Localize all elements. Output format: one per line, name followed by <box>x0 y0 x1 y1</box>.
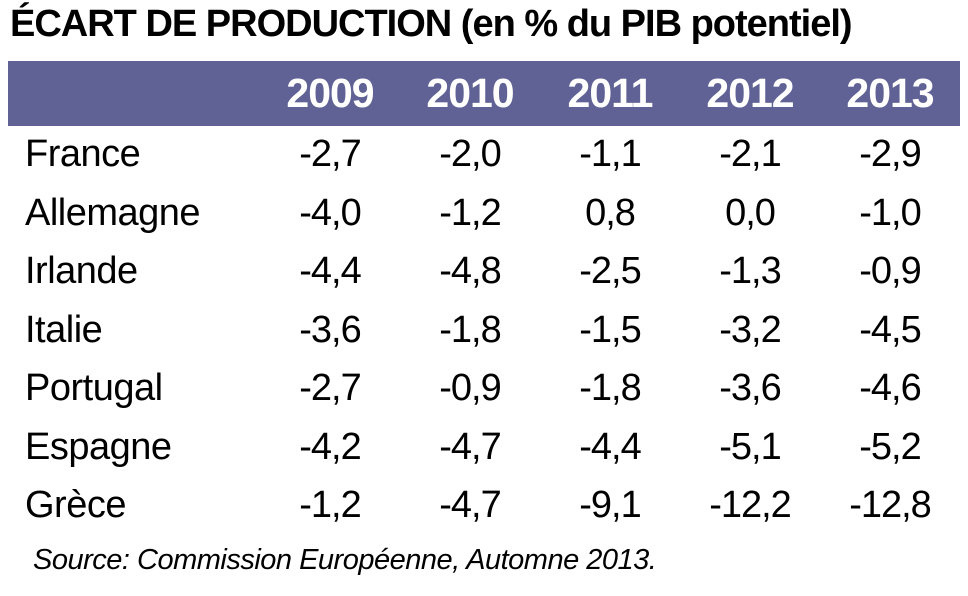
page-title: ÉCART DE PRODUCTION (en % du PIB potenti… <box>10 3 853 45</box>
cell-value: -3,6 <box>719 367 781 410</box>
cell-value: -4,7 <box>439 484 501 527</box>
cell-value: 0,8 <box>585 191 636 234</box>
cell-value: -0,9 <box>439 367 501 410</box>
cell-value: -1,8 <box>579 367 641 410</box>
cell-value: -4,8 <box>439 250 501 293</box>
cell-value: -2,1 <box>719 133 781 176</box>
country-label: Espagne <box>25 425 172 468</box>
table-row-portugal: Portugal -2,7 -0,9 -1,8 -3,6 -4,6 <box>8 360 960 419</box>
cell-value: -1,8 <box>439 308 501 351</box>
cell-value: -12,8 <box>849 484 932 527</box>
cell-value: -2,0 <box>439 133 501 176</box>
cell-value: -2,5 <box>579 250 641 293</box>
cell-value: -4,7 <box>439 425 501 468</box>
cell-value: -1,2 <box>439 191 501 234</box>
cell-value: -9,1 <box>579 484 641 527</box>
table-row-france: France -2,7 -2,0 -1,1 -2,1 -2,9 <box>8 126 960 185</box>
table-row-irlande: Irlande -4,4 -4,8 -2,5 -1,3 -0,9 <box>8 243 960 302</box>
cell-value: -1,3 <box>719 250 781 293</box>
table-header-row: 2009 2010 2011 2012 2013 <box>8 60 960 126</box>
cell-value: -4,2 <box>299 425 361 468</box>
country-label: Allemagne <box>25 191 201 234</box>
cell-value: -4,6 <box>859 367 921 410</box>
cell-value: 0,0 <box>725 191 776 234</box>
country-label: Irlande <box>25 250 138 293</box>
table-row-espagne: Espagne -4,2 -4,7 -4,4 -5,1 -5,2 <box>8 418 960 477</box>
cell-value: -1,0 <box>859 191 921 234</box>
cell-value: -4,0 <box>299 191 361 234</box>
year-header-2010: 2010 <box>426 69 514 116</box>
country-label: Portugal <box>25 367 163 410</box>
cell-value: -4,4 <box>299 250 361 293</box>
year-header-2012: 2012 <box>706 69 794 116</box>
cell-value: -2,7 <box>299 367 361 410</box>
year-header-2011: 2011 <box>567 69 654 116</box>
cell-value: -2,7 <box>299 133 361 176</box>
cell-value: -2,9 <box>859 133 921 176</box>
cell-value: -1,2 <box>299 484 361 527</box>
cell-value: -4,5 <box>859 308 921 351</box>
source-note: Source: Commission Européenne, Automne 2… <box>33 544 657 577</box>
cell-value: -1,1 <box>579 133 641 176</box>
cell-value: -5,1 <box>719 425 781 468</box>
table-row-italie: Italie -3,6 -1,8 -1,5 -3,2 -4,5 <box>8 301 960 360</box>
country-label: France <box>25 133 141 176</box>
cell-value: -12,2 <box>709 484 792 527</box>
cell-value: -5,2 <box>859 425 921 468</box>
country-label: Grèce <box>25 484 126 527</box>
cell-value: -3,2 <box>719 308 781 351</box>
table-row-grece: Grèce -1,2 -4,7 -9,1 -12,2 -12,8 <box>8 477 960 536</box>
year-header-2013: 2013 <box>846 69 934 116</box>
year-header-2009: 2009 <box>286 69 374 116</box>
cell-value: -1,5 <box>579 308 641 351</box>
cell-value: -0,9 <box>859 250 921 293</box>
cell-value: -3,6 <box>299 308 361 351</box>
country-label: Italie <box>25 308 103 351</box>
table-row-allemagne: Allemagne -4,0 -1,2 0,8 0,0 -1,0 <box>8 184 960 243</box>
cell-value: -4,4 <box>579 425 641 468</box>
